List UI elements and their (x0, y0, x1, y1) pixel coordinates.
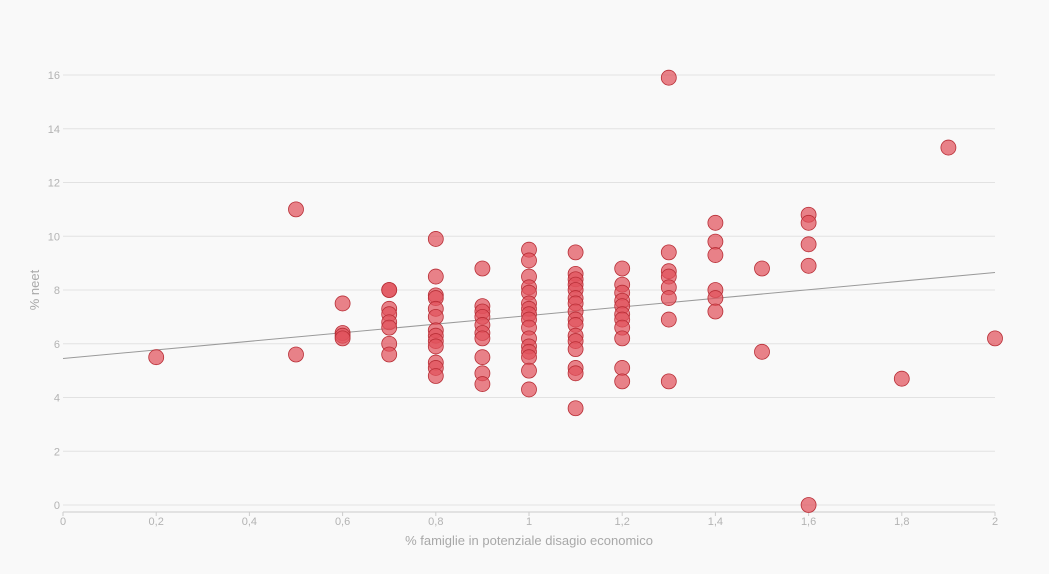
scatter-point[interactable] (614, 260, 631, 277)
scatter-point[interactable] (614, 373, 631, 390)
scatter-point[interactable] (800, 236, 817, 253)
scatter-point[interactable] (288, 346, 304, 363)
x-axis-title: % famiglie in potenziale disagio economi… (405, 533, 653, 548)
scatter-point[interactable] (334, 295, 351, 312)
scatter-point[interactable] (521, 381, 537, 398)
x-tick-label: 1,2 (615, 516, 630, 528)
scatter-point[interactable] (754, 260, 770, 277)
scatter-point[interactable] (707, 303, 724, 320)
scatter-point[interactable] (521, 252, 537, 269)
scatter-point[interactable] (707, 214, 724, 231)
x-tick-label: 0,8 (428, 516, 443, 528)
scatter-point[interactable] (660, 290, 677, 306)
x-tick-label: 1,8 (894, 516, 909, 528)
scatter-point[interactable] (474, 330, 491, 347)
x-tick-label: 0,2 (149, 516, 164, 528)
scatter-point[interactable] (334, 330, 351, 347)
scatter-point[interactable] (614, 330, 631, 347)
scatter-point[interactable] (754, 343, 770, 360)
scatter-point[interactable] (707, 247, 724, 263)
y-tick-label: 8 (54, 285, 60, 297)
scatter-point[interactable] (427, 231, 444, 247)
scatter-point[interactable] (474, 260, 491, 277)
x-tick-label: 0,4 (242, 516, 257, 528)
x-tick-label: 1,6 (801, 516, 816, 528)
y-tick-label: 2 (54, 446, 60, 458)
scatter-point[interactable] (427, 268, 444, 285)
scatter-point[interactable] (474, 376, 491, 392)
scatter-point[interactable] (521, 362, 537, 379)
y-tick-label: 14 (48, 124, 60, 136)
scatter-point[interactable] (893, 370, 910, 387)
scatter-point[interactable] (800, 257, 817, 274)
y-tick-label: 6 (54, 339, 60, 351)
scatter-point[interactable] (800, 214, 817, 231)
scatter-point[interactable] (381, 319, 398, 336)
scatter-point[interactable] (987, 330, 1003, 347)
axes: 0 2 4 6 8 10 12 14 16 0 0,2 0,4 0,6 0,8 1 1,2 1,4 1,6 1,8 2 (48, 70, 998, 528)
scatter-point[interactable] (660, 69, 677, 86)
scatter-point[interactable] (148, 349, 165, 366)
scatter-point[interactable] (567, 365, 584, 382)
scatter-point[interactable] (614, 360, 631, 376)
x-tick-label: 1,4 (708, 516, 723, 528)
data-points (148, 69, 1003, 513)
scatter-point[interactable] (474, 349, 491, 366)
scatter-point[interactable] (660, 373, 677, 390)
scatter-point[interactable] (427, 338, 444, 355)
y-tick-label: 0 (54, 500, 60, 512)
scatter-point[interactable] (940, 139, 957, 156)
y-tick-label: 16 (48, 70, 60, 82)
y-axis-title: % neet (27, 269, 42, 310)
scatter-point[interactable] (381, 282, 398, 298)
scatter-point[interactable] (288, 201, 304, 218)
y-tick-label: 4 (54, 393, 60, 405)
x-tick-label: 1 (526, 516, 532, 528)
scatter-point[interactable] (427, 368, 444, 384)
x-tick-label: 2 (992, 516, 998, 528)
scatter-point[interactable] (660, 244, 677, 261)
scatter-point[interactable] (707, 233, 724, 250)
x-tick-label: 0,6 (335, 516, 350, 528)
x-tick-label: 0 (60, 516, 66, 528)
y-tick-label: 10 (48, 231, 60, 243)
scatter-point[interactable] (521, 349, 537, 366)
scatter-point[interactable] (567, 400, 584, 417)
scatter-point[interactable] (707, 290, 724, 306)
y-tick-label: 12 (48, 178, 60, 190)
scatter-point[interactable] (567, 341, 584, 358)
scatter-point[interactable] (427, 308, 444, 325)
scatter-point[interactable] (381, 346, 398, 363)
scatter-point[interactable] (800, 497, 817, 513)
scatter-point[interactable] (660, 311, 677, 328)
scatter-point[interactable] (567, 244, 584, 261)
